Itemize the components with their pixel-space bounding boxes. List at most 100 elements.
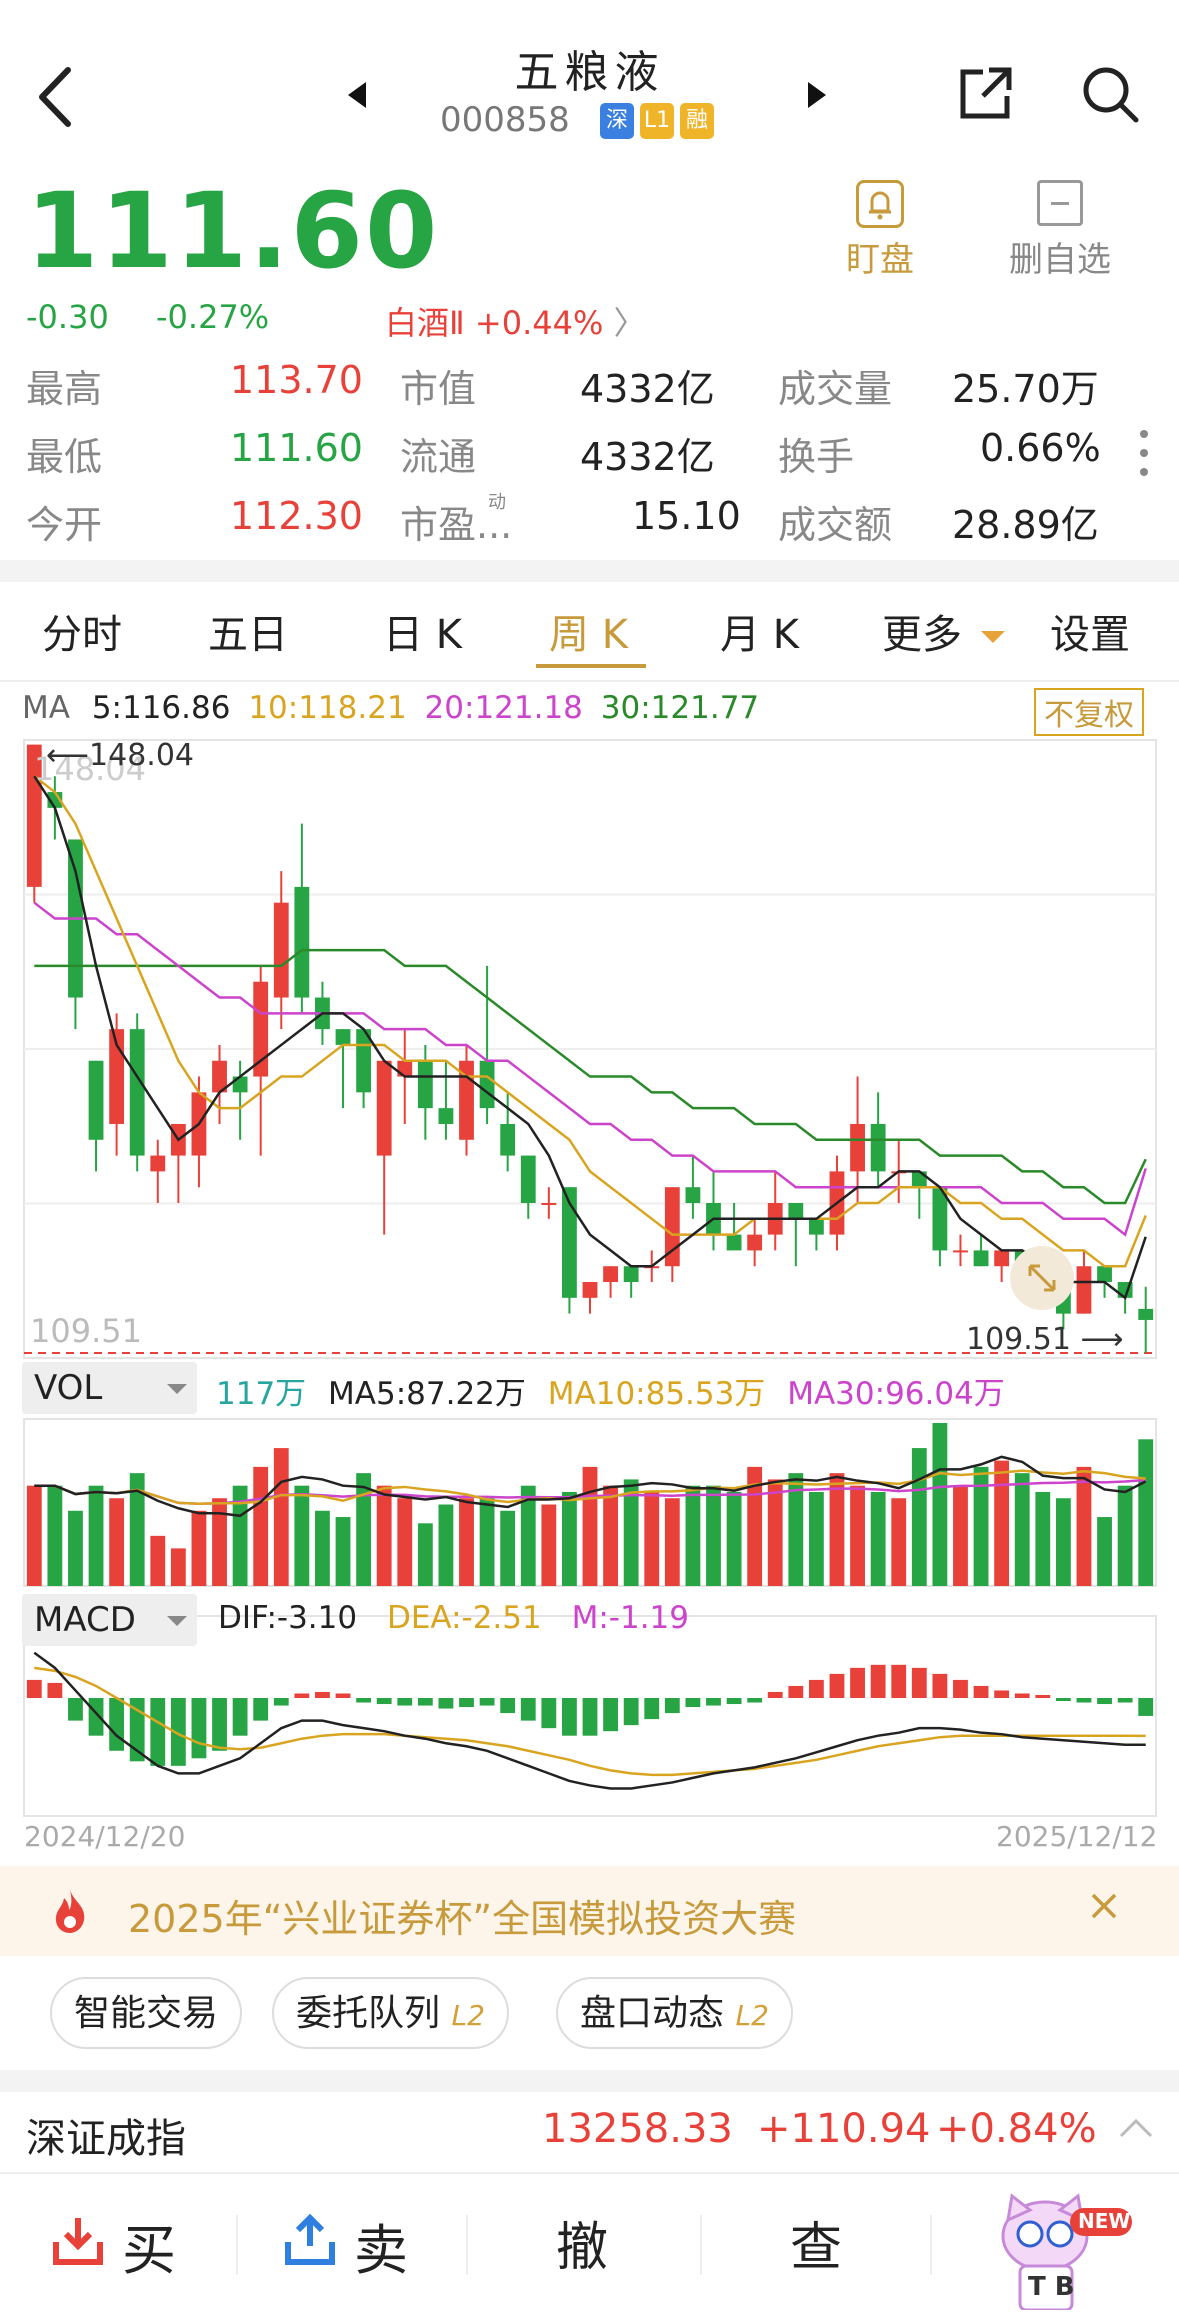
vol-selector-label: VOL	[34, 1368, 103, 1408]
caret-down-icon	[167, 1616, 187, 1626]
stat-value-mktcap: 4332亿	[580, 367, 715, 411]
volume-bar	[706, 1485, 721, 1586]
order-queue-button[interactable]: 委托队列 L2	[272, 1977, 509, 2049]
adjust-toggle[interactable]: 不复权	[1034, 688, 1144, 736]
candle-body	[562, 1187, 577, 1298]
ma30-value: 30:121.77	[600, 690, 760, 726]
share-icon[interactable]	[955, 64, 1015, 124]
volume-bar	[1076, 1466, 1092, 1586]
candle-body	[870, 1123, 886, 1172]
macd-bar	[788, 1685, 804, 1698]
stat-label-open: 今开	[26, 503, 103, 547]
buy-button[interactable]: 买	[50, 2198, 220, 2288]
vol-value: 117万	[216, 1376, 307, 1412]
order-book-button[interactable]: 盘口动态 L2	[556, 1977, 793, 2049]
macd-bar	[1035, 1694, 1051, 1698]
stat-value-volume: 25.70万	[952, 367, 1099, 411]
tab-intraday[interactable]: 分时	[42, 612, 122, 658]
vol-ma5-line	[34, 1455, 1147, 1518]
macd-bar	[376, 1698, 392, 1705]
candle-body	[294, 886, 310, 998]
macd-bar	[68, 1698, 83, 1721]
level-tag: L1	[640, 103, 674, 139]
index-value: 13258.33	[542, 2106, 733, 2152]
macd-bar	[273, 1698, 289, 1706]
tab-monthly-k[interactable]: 月 K	[720, 612, 799, 658]
low-value: 109.51	[966, 1322, 1071, 1357]
tab-weekly-k[interactable]: 周 K	[549, 612, 628, 658]
more-vertical-icon[interactable]	[1138, 428, 1150, 478]
volume-bar	[973, 1466, 989, 1586]
high-marker-label: ⟵148.04	[46, 738, 194, 773]
candle-body	[520, 1155, 536, 1204]
stat-value-open: 112.30	[230, 494, 363, 538]
candle-body	[438, 1108, 454, 1124]
volume-bar	[150, 1535, 166, 1586]
macd-bar	[88, 1698, 104, 1736]
tab-five-day[interactable]: 五日	[208, 612, 288, 658]
caret-down-icon	[980, 631, 1005, 643]
volume-bar	[170, 1548, 186, 1586]
l2-badge: L2	[451, 1999, 485, 2032]
stat-value-high: 113.70	[230, 358, 363, 402]
dea-line	[34, 1666, 1146, 1777]
stat-label-low: 最低	[26, 435, 103, 479]
volume-bar	[541, 1504, 557, 1586]
macd-bar	[294, 1693, 310, 1698]
candle-body	[253, 981, 269, 1077]
volume-bar	[1035, 1491, 1051, 1586]
vol-legend: 117万 MA5:87.22万 MA10:85.53万 MA30:96.04万	[216, 1368, 1005, 1413]
stat-label-amount: 成交额	[778, 503, 893, 547]
macd-bar	[685, 1698, 701, 1708]
candle-body	[273, 902, 289, 998]
volume-bar	[1097, 1517, 1112, 1586]
volume-bar	[68, 1510, 83, 1586]
volume-bar	[870, 1491, 886, 1586]
cancel-order-button[interactable]: 撤	[556, 2218, 609, 2278]
sector-link[interactable]: 白酒Ⅱ +0.44% 〉	[385, 298, 646, 344]
candle-body	[911, 1171, 927, 1188]
macd-bar	[850, 1667, 865, 1698]
tab-active-indicator	[536, 664, 646, 668]
macd-bar	[1076, 1698, 1092, 1703]
prev-stock-icon[interactable]	[346, 80, 368, 110]
dif-line	[33, 1651, 1146, 1790]
next-stock-icon[interactable]	[806, 80, 828, 110]
indicator-select-macd[interactable]: MACD	[22, 1594, 197, 1646]
price-change-pct: -0.27%	[156, 298, 270, 336]
expand-icon[interactable]	[1010, 1246, 1074, 1310]
volume-bar	[767, 1479, 783, 1586]
candle-body	[850, 1123, 865, 1172]
query-button[interactable]: 查	[790, 2218, 843, 2278]
close-icon[interactable]	[1088, 1890, 1120, 1926]
volume-bar	[664, 1498, 680, 1586]
candlestick-chart[interactable]	[0, 738, 1179, 1858]
candle-body	[603, 1266, 618, 1283]
buy-icon	[50, 2212, 106, 2272]
macd-bar	[767, 1691, 783, 1698]
tab-settings[interactable]: 设置	[1050, 612, 1130, 658]
divider	[0, 2070, 1179, 2092]
candle-body	[335, 1029, 351, 1045]
candle-body	[212, 1060, 227, 1093]
pill-label: 智能交易	[74, 1993, 219, 2034]
smart-trade-button[interactable]: 智能交易	[50, 1977, 243, 2049]
stat-value-float: 4332亿	[580, 435, 715, 479]
remove-watchlist-button[interactable]: 删自选	[1000, 180, 1120, 281]
promo-banner[interactable]: 2025年“兴业证券杯”全国模拟投资大赛	[0, 1866, 1179, 1956]
macd-bar	[603, 1698, 618, 1732]
search-icon[interactable]	[1080, 64, 1142, 126]
divider	[236, 2215, 238, 2275]
tb-mascot-button[interactable]: NEW T B	[990, 2190, 1140, 2312]
ma20-line	[33, 901, 1147, 1237]
sell-button[interactable]: 卖	[282, 2198, 452, 2288]
watch-button[interactable]: 盯盘	[830, 180, 930, 281]
tab-daily-k[interactable]: 日 K	[383, 612, 462, 658]
vol-ma5: MA5:87.22万	[328, 1376, 526, 1412]
indicator-select-vol[interactable]: VOL	[22, 1362, 197, 1414]
tab-more[interactable]: 更多	[882, 602, 1005, 660]
volume-bar	[438, 1504, 454, 1586]
back-icon[interactable]	[30, 62, 80, 132]
index-bar[interactable]: 深证成指 13258.33 +110.94 +0.84%	[0, 2092, 1179, 2172]
chevron-up-icon[interactable]	[1118, 2116, 1154, 2144]
